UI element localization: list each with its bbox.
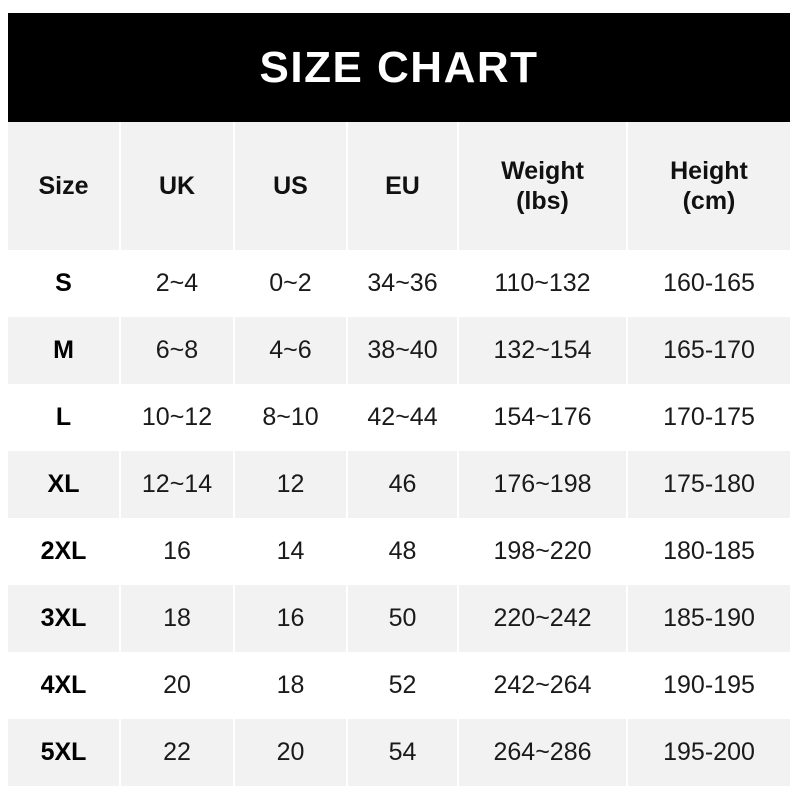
cell-us: 14 (235, 518, 348, 585)
cell-height: 160-165 (628, 250, 790, 317)
cell-height: 185-190 (628, 585, 790, 652)
cell-uk: 18 (121, 585, 235, 652)
cell-uk: 12~14 (121, 451, 235, 518)
table-row: XL 12~14 12 46 176~198 175-180 (8, 451, 790, 518)
column-header-height-line1: Height (670, 156, 748, 185)
cell-weight: 220~242 (459, 585, 628, 652)
column-header-size-line1: Size (38, 171, 89, 200)
size-chart-table: Size UK US EU Weight (lbs) Height (cm) (8, 122, 790, 786)
column-header-uk: UK (121, 122, 235, 250)
cell-uk: 2~4 (121, 250, 235, 317)
table-row: S 2~4 0~2 34~36 110~132 160-165 (8, 250, 790, 317)
table-body: S 2~4 0~2 34~36 110~132 160-165 M 6~8 4~6 38~40 13… (8, 250, 790, 786)
column-header-us-line1: US (273, 171, 308, 200)
cell-eu: 54 (348, 719, 459, 786)
cell-eu: 48 (348, 518, 459, 585)
cell-height: 175-180 (628, 451, 790, 518)
cell-height: 165-170 (628, 317, 790, 384)
cell-weight: 110~132 (459, 250, 628, 317)
cell-us: 16 (235, 585, 348, 652)
cell-weight: 176~198 (459, 451, 628, 518)
cell-uk: 22 (121, 719, 235, 786)
cell-uk: 10~12 (121, 384, 235, 451)
cell-us: 8~10 (235, 384, 348, 451)
cell-uk: 6~8 (121, 317, 235, 384)
column-header-weight: Weight (lbs) (459, 122, 628, 250)
cell-weight: 154~176 (459, 384, 628, 451)
cell-size: L (8, 384, 121, 451)
table-row: M 6~8 4~6 38~40 132~154 165-170 (8, 317, 790, 384)
cell-us: 0~2 (235, 250, 348, 317)
cell-size: M (8, 317, 121, 384)
cell-size: S (8, 250, 121, 317)
table-row: 4XL 20 18 52 242~264 190-195 (8, 652, 790, 719)
title-banner: SIZE CHART (8, 13, 790, 122)
column-header-height-line2: (cm) (682, 187, 736, 215)
column-header-weight-line1: Weight (501, 156, 584, 185)
column-header-us: US (235, 122, 348, 250)
cell-eu: 46 (348, 451, 459, 518)
column-header-weight-line2: (lbs) (516, 187, 569, 215)
cell-weight: 264~286 (459, 719, 628, 786)
cell-weight: 242~264 (459, 652, 628, 719)
cell-eu: 34~36 (348, 250, 459, 317)
table-row: 3XL 18 16 50 220~242 185-190 (8, 585, 790, 652)
column-header-size: Size (8, 122, 121, 250)
cell-size: 4XL (8, 652, 121, 719)
cell-weight: 132~154 (459, 317, 628, 384)
cell-size: 2XL (8, 518, 121, 585)
size-chart: SIZE CHART Size UK US EU (8, 13, 790, 786)
page-title: SIZE CHART (259, 42, 539, 92)
table-row: 5XL 22 20 54 264~286 195-200 (8, 719, 790, 786)
table-header: Size UK US EU Weight (lbs) Height (cm) (8, 122, 790, 250)
cell-us: 4~6 (235, 317, 348, 384)
cell-uk: 20 (121, 652, 235, 719)
cell-us: 12 (235, 451, 348, 518)
cell-size: 3XL (8, 585, 121, 652)
table-row: L 10~12 8~10 42~44 154~176 170-175 (8, 384, 790, 451)
column-header-eu-line1: EU (385, 171, 420, 200)
column-header-height: Height (cm) (628, 122, 790, 250)
cell-height: 195-200 (628, 719, 790, 786)
cell-eu: 38~40 (348, 317, 459, 384)
cell-eu: 42~44 (348, 384, 459, 451)
cell-eu: 52 (348, 652, 459, 719)
cell-size: 5XL (8, 719, 121, 786)
cell-height: 170-175 (628, 384, 790, 451)
column-header-uk-line1: UK (158, 171, 196, 200)
cell-us: 20 (235, 719, 348, 786)
cell-uk: 16 (121, 518, 235, 585)
cell-size: XL (8, 451, 121, 518)
table-row: 2XL 16 14 48 198~220 180-185 (8, 518, 790, 585)
cell-height: 190-195 (628, 652, 790, 719)
table-header-row: Size UK US EU Weight (lbs) Height (cm) (8, 122, 790, 250)
cell-weight: 198~220 (459, 518, 628, 585)
column-header-eu: EU (348, 122, 459, 250)
cell-eu: 50 (348, 585, 459, 652)
cell-us: 18 (235, 652, 348, 719)
cell-height: 180-185 (628, 518, 790, 585)
